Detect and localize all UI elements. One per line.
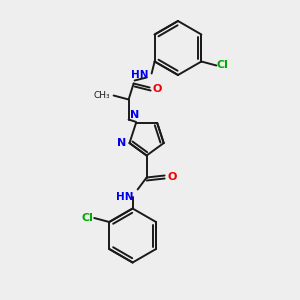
Text: O: O [153,83,162,94]
Text: Cl: Cl [216,61,228,70]
Text: N: N [130,110,140,120]
Text: Cl: Cl [81,213,93,223]
Text: CH₃: CH₃ [94,91,111,100]
Text: N: N [117,138,127,148]
Text: HN: HN [116,193,134,202]
Text: O: O [168,172,177,182]
Text: HN: HN [131,70,148,80]
